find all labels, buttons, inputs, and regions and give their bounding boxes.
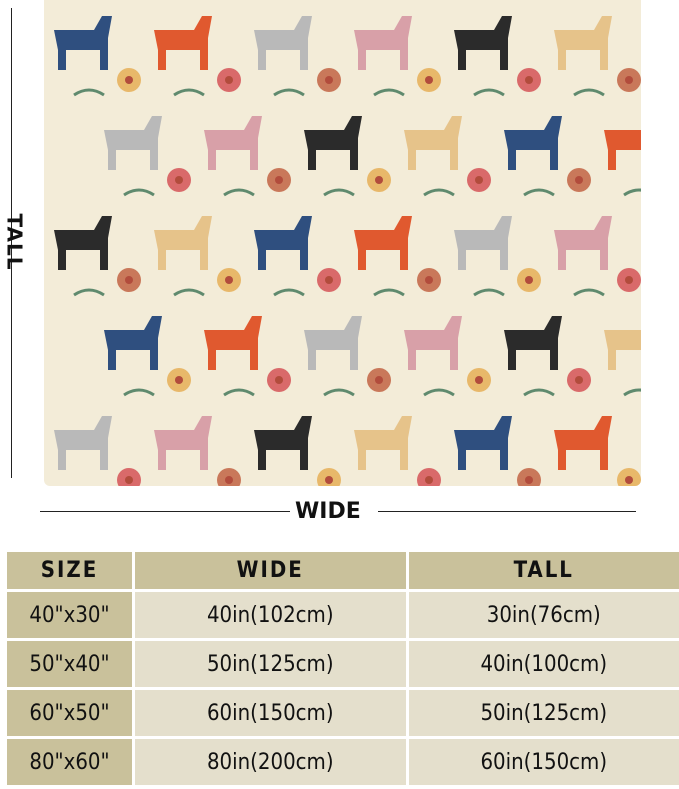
leaf-motif bbox=[123, 388, 155, 397]
horse-motif bbox=[404, 316, 462, 370]
size-cell: 60"x50" bbox=[7, 690, 132, 736]
horse-motif bbox=[104, 316, 162, 370]
horse-motif bbox=[454, 216, 512, 270]
leaf-motif bbox=[323, 188, 355, 197]
horse-motif bbox=[604, 330, 641, 370]
leaf-motif bbox=[323, 388, 355, 397]
horse-motif bbox=[554, 416, 612, 470]
horse-motif bbox=[604, 130, 641, 170]
leaf-motif bbox=[523, 188, 555, 197]
blanket-image bbox=[44, 0, 641, 486]
table-row: 50"x40" 50in(125cm) 40in(100cm) bbox=[7, 641, 679, 687]
leaf-motif bbox=[223, 188, 255, 197]
size-cell: 40"x30" bbox=[7, 592, 132, 638]
horse-motif bbox=[354, 216, 412, 270]
wide-label: WIDE bbox=[295, 499, 361, 524]
horse-motif bbox=[204, 116, 262, 170]
tall-cell: 30in(76cm) bbox=[405, 592, 679, 638]
horse-motif bbox=[304, 116, 362, 170]
header-tall: TALL bbox=[405, 552, 679, 589]
leaf-motif bbox=[573, 288, 605, 297]
tall-cell: 50in(125cm) bbox=[405, 690, 679, 736]
size-table: SIZE WIDE TALL 40"x30" 40in(102cm) 30in(… bbox=[7, 549, 679, 788]
horse-motif bbox=[554, 216, 612, 270]
horse-motif bbox=[404, 116, 462, 170]
header-size: SIZE bbox=[7, 552, 132, 589]
leaf-motif bbox=[123, 188, 155, 197]
leaf-motif bbox=[373, 88, 405, 97]
tall-cell: 60in(150cm) bbox=[405, 739, 679, 785]
tall-label: TALL bbox=[2, 213, 27, 271]
horse-motif bbox=[504, 116, 562, 170]
leaf-motif bbox=[423, 388, 455, 397]
table-row: 40"x30" 40in(102cm) 30in(76cm) bbox=[7, 592, 679, 638]
leaf-motif bbox=[173, 88, 205, 97]
horse-motif bbox=[354, 416, 412, 470]
horse-motif bbox=[454, 16, 512, 70]
horse-motif bbox=[154, 416, 212, 470]
leaf-motif bbox=[173, 288, 205, 297]
horse-motif bbox=[204, 316, 262, 370]
wide-cell: 60in(150cm) bbox=[132, 690, 406, 736]
header-wide: WIDE bbox=[132, 552, 406, 589]
horse-motif bbox=[304, 316, 362, 370]
horse-motif bbox=[154, 16, 212, 70]
leaf-motif bbox=[623, 188, 641, 197]
horse-motif bbox=[254, 416, 312, 470]
leaf-motif bbox=[573, 88, 605, 97]
leaf-motif bbox=[273, 88, 305, 97]
leaf-motif bbox=[623, 388, 641, 397]
table-row: 80"x60" 80in(200cm) 60in(150cm) bbox=[7, 739, 679, 785]
horse-motif bbox=[154, 216, 212, 270]
table-row: 60"x50" 60in(150cm) 50in(125cm) bbox=[7, 690, 679, 736]
horse-motif bbox=[254, 216, 312, 270]
leaf-motif bbox=[423, 188, 455, 197]
table-header-row: SIZE WIDE TALL bbox=[7, 552, 679, 589]
leaf-motif bbox=[473, 88, 505, 97]
size-cell: 50"x40" bbox=[7, 641, 132, 687]
wide-cell: 40in(102cm) bbox=[132, 592, 406, 638]
leaf-motif bbox=[523, 388, 555, 397]
leaf-motif bbox=[273, 288, 305, 297]
leaf-motif bbox=[473, 288, 505, 297]
folk-pattern bbox=[54, 16, 641, 486]
horse-motif bbox=[554, 16, 612, 70]
tall-arrow bbox=[11, 8, 12, 478]
horse-motif bbox=[54, 216, 112, 270]
horse-motif bbox=[454, 416, 512, 470]
horse-motif bbox=[254, 16, 312, 70]
wide-cell: 80in(200cm) bbox=[132, 739, 406, 785]
wide-cell: 50in(125cm) bbox=[132, 641, 406, 687]
wide-arrow-right bbox=[378, 511, 636, 512]
horse-motif bbox=[504, 316, 562, 370]
horse-motif bbox=[104, 116, 162, 170]
horse-motif bbox=[54, 416, 112, 470]
horse-motif bbox=[54, 16, 112, 70]
tall-cell: 40in(100cm) bbox=[405, 641, 679, 687]
leaf-motif bbox=[223, 388, 255, 397]
horse-motif bbox=[354, 16, 412, 70]
size-cell: 80"x60" bbox=[7, 739, 132, 785]
leaf-motif bbox=[73, 88, 105, 97]
leaf-motif bbox=[373, 288, 405, 297]
leaf-motif bbox=[73, 288, 105, 297]
wide-arrow-left bbox=[40, 511, 290, 512]
